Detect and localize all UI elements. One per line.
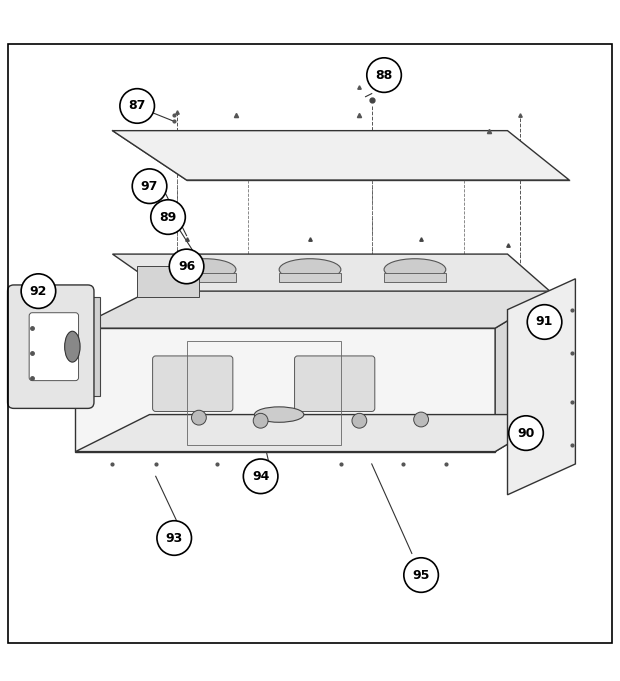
Circle shape [404, 558, 438, 592]
Circle shape [527, 304, 562, 339]
Circle shape [243, 459, 278, 494]
Circle shape [132, 169, 167, 204]
Bar [384, 272, 446, 282]
Circle shape [509, 416, 543, 450]
Polygon shape [137, 266, 199, 298]
Ellipse shape [174, 259, 236, 281]
FancyBboxPatch shape [29, 313, 79, 381]
Circle shape [151, 200, 185, 234]
Polygon shape [112, 131, 569, 180]
Text: 95: 95 [412, 569, 430, 582]
Ellipse shape [384, 259, 446, 281]
Polygon shape [76, 328, 495, 452]
Text: 93: 93 [166, 531, 183, 545]
Polygon shape [508, 279, 575, 495]
Bar [279, 272, 341, 282]
Polygon shape [495, 291, 557, 452]
FancyBboxPatch shape [7, 285, 94, 409]
Text: 92: 92 [30, 285, 47, 298]
Bar [174, 272, 236, 282]
Text: 87: 87 [128, 99, 146, 112]
Polygon shape [76, 291, 557, 328]
Text: 89: 89 [159, 210, 177, 223]
Circle shape [192, 410, 206, 425]
Polygon shape [76, 415, 557, 452]
Circle shape [157, 521, 192, 555]
Ellipse shape [64, 331, 80, 362]
FancyBboxPatch shape [153, 356, 233, 411]
Text: 90: 90 [517, 426, 534, 439]
FancyBboxPatch shape [294, 356, 375, 411]
Text: 91: 91 [536, 315, 553, 328]
Circle shape [169, 249, 204, 284]
Ellipse shape [279, 259, 341, 281]
Text: 94: 94 [252, 470, 269, 483]
Text: 97: 97 [141, 180, 158, 193]
Polygon shape [76, 298, 100, 396]
Circle shape [21, 274, 56, 308]
Text: 96: 96 [178, 260, 195, 273]
Ellipse shape [254, 407, 304, 422]
Text: 88: 88 [376, 69, 392, 82]
Circle shape [367, 58, 401, 93]
Circle shape [120, 89, 154, 123]
Circle shape [253, 413, 268, 428]
Polygon shape [112, 254, 557, 298]
Circle shape [352, 413, 367, 428]
Circle shape [414, 412, 428, 427]
Text: eReplacementParts.com: eReplacementParts.com [191, 331, 429, 350]
